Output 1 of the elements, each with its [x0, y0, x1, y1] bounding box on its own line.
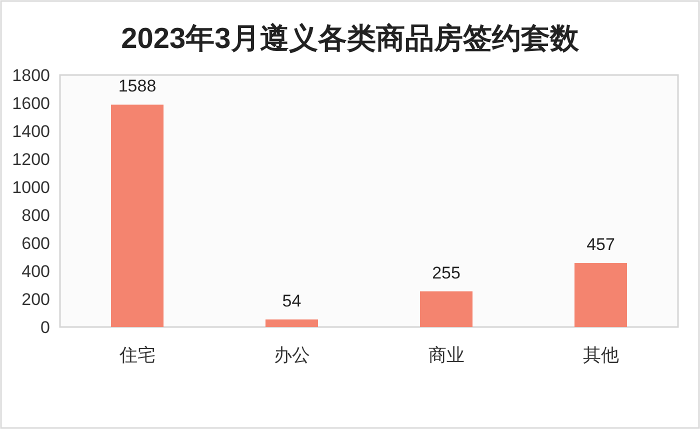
title: 2023年3月遵义各类商品房签约套数: [121, 23, 579, 55]
